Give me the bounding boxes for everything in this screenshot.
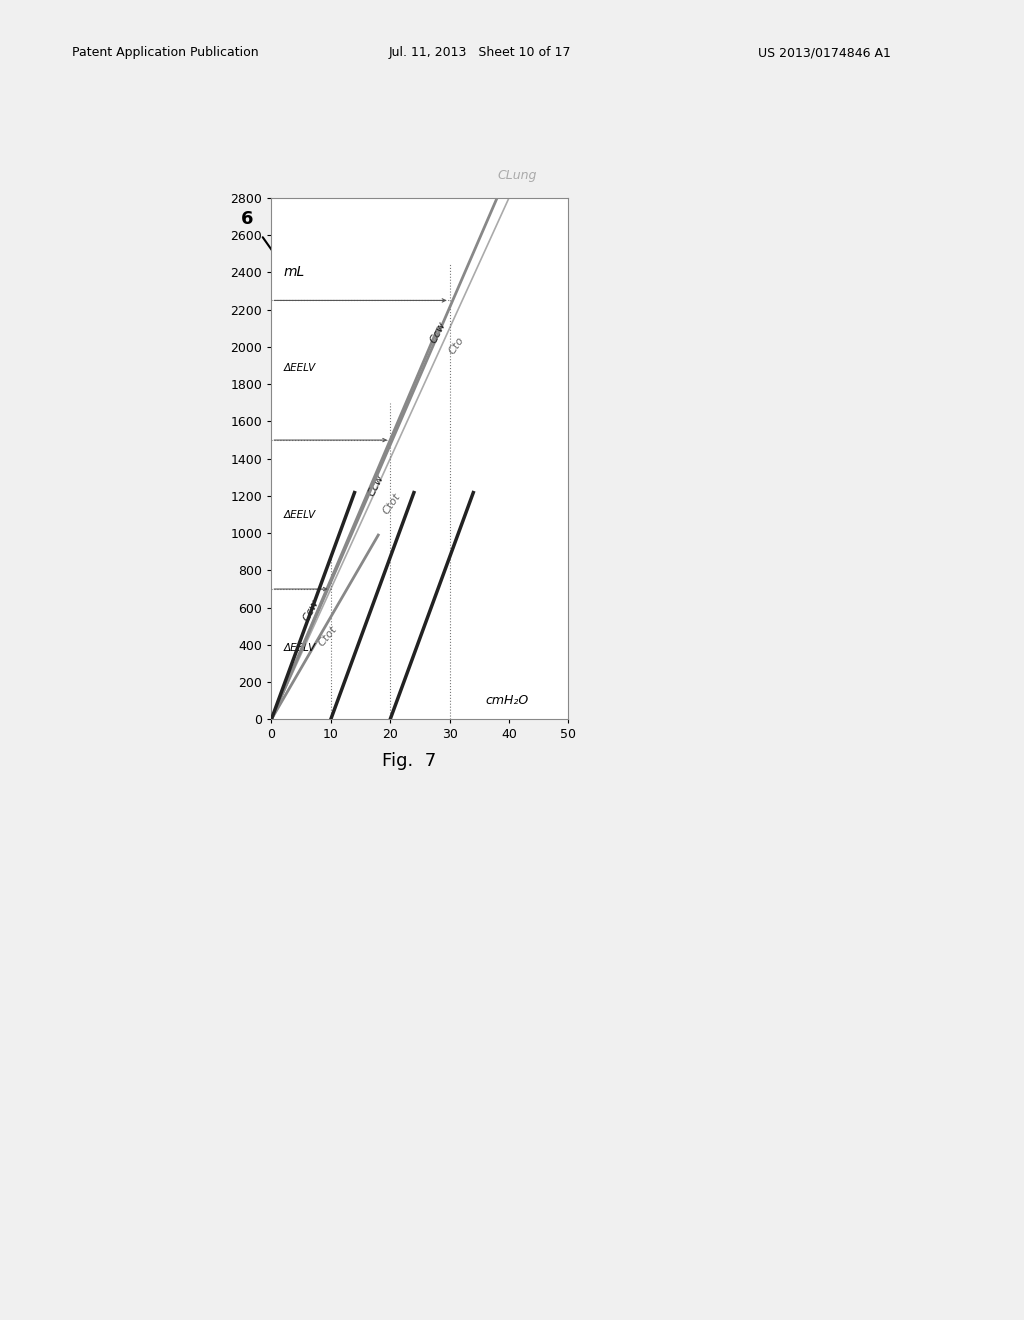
Text: CLung: CLung	[497, 169, 537, 182]
Text: ΔEELV: ΔEELV	[284, 511, 315, 520]
Text: ΔEELV: ΔEELV	[284, 643, 315, 652]
Text: Ctot: Ctot	[315, 624, 339, 648]
Text: Cto: Cto	[446, 335, 466, 356]
Text: Ccw: Ccw	[367, 473, 386, 498]
Text: cmH₂O: cmH₂O	[485, 693, 528, 706]
Text: ΔEELV: ΔEELV	[284, 363, 315, 374]
Text: US 2013/0174846 A1: US 2013/0174846 A1	[758, 46, 891, 59]
Text: Jul. 11, 2013   Sheet 10 of 17: Jul. 11, 2013 Sheet 10 of 17	[389, 46, 571, 59]
Text: Patent Application Publication: Patent Application Publication	[72, 46, 258, 59]
Text: Ccw: Ccw	[301, 598, 321, 623]
Text: Fig.  7: Fig. 7	[383, 751, 436, 770]
Text: Ccw: Ccw	[429, 321, 449, 346]
Text: mL: mL	[284, 265, 304, 280]
Text: Ctot: Ctot	[381, 492, 402, 516]
Text: 6: 6	[241, 210, 253, 228]
